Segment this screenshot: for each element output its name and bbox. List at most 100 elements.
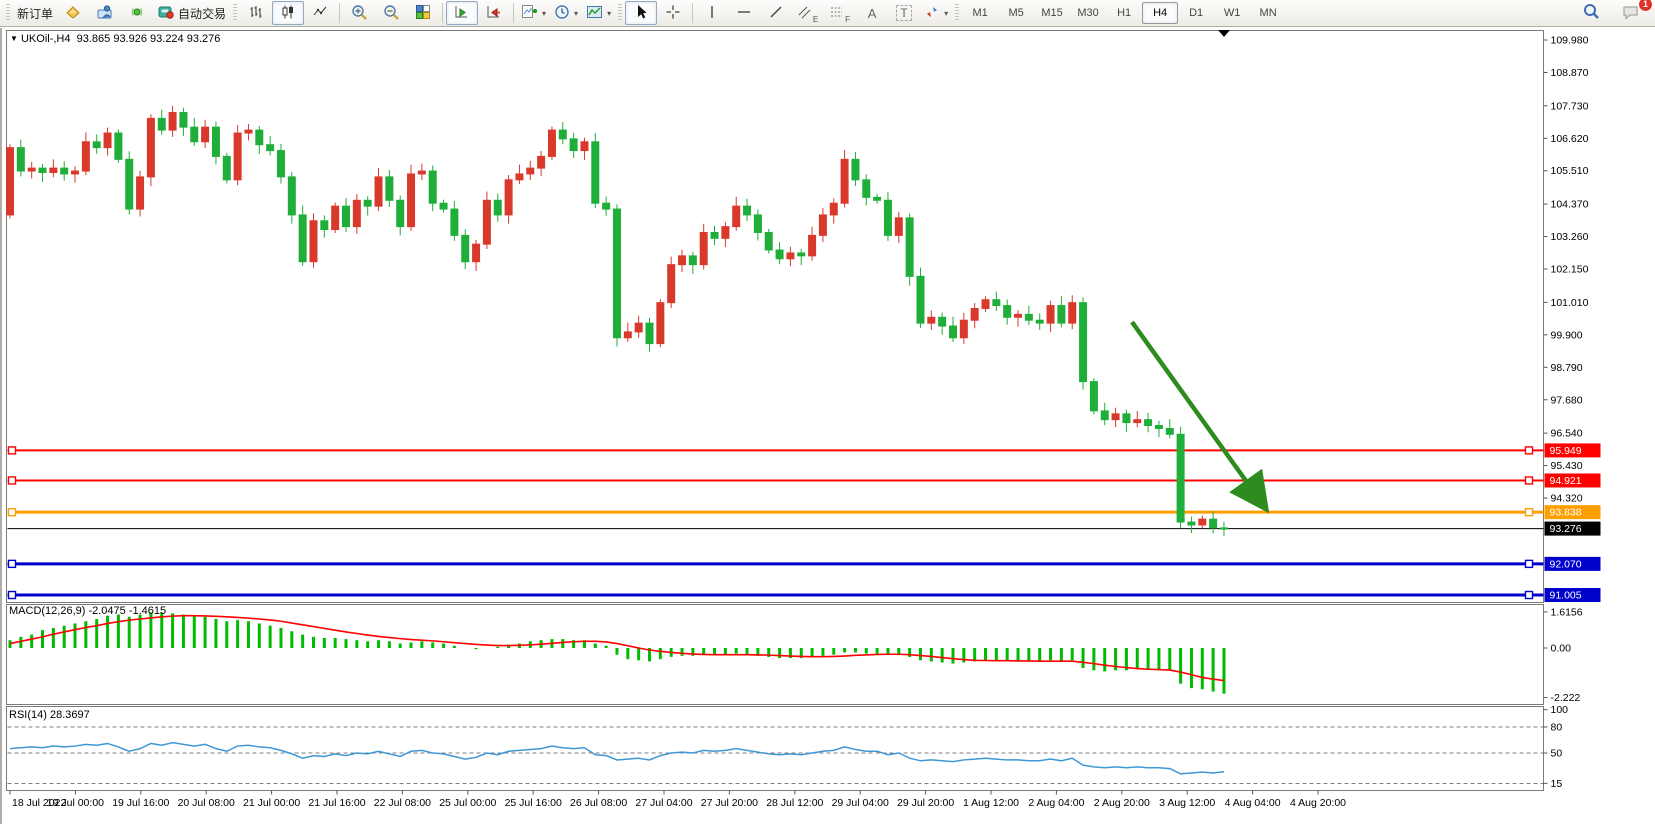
macd-scale-label: 1.6156	[1551, 606, 1583, 618]
text-tool-icon: A	[867, 5, 877, 21]
chart-shift-button[interactable]	[478, 1, 510, 25]
hline-handle[interactable]	[7, 507, 17, 517]
signals-icon	[128, 4, 146, 23]
zoom-in-button[interactable]	[343, 1, 375, 25]
time-axis-label: 19 Jul 00:00	[47, 797, 104, 809]
hline-handle[interactable]	[7, 590, 17, 600]
timeframe-w1-button[interactable]: W1	[1223, 7, 1241, 19]
chart-area[interactable]: 109.980 108.870 107.730 106.620 105.510 104.3…	[0, 28, 1655, 824]
timeframe-mn-button[interactable]: MN	[1259, 7, 1277, 19]
hline-handle[interactable]	[1524, 446, 1534, 455]
arrows-tool-button[interactable]: ▾	[920, 1, 952, 25]
candle-body	[591, 141, 600, 204]
hline-handle[interactable]	[1524, 559, 1534, 569]
timeframe-h1-button[interactable]: H1	[1117, 7, 1132, 19]
search-button[interactable]	[1575, 1, 1607, 25]
metaeditor-button[interactable]	[89, 1, 121, 25]
candle-body	[157, 117, 166, 131]
hline-handle[interactable]	[1524, 590, 1534, 600]
autotrade-button[interactable]: 自动交易	[153, 1, 230, 25]
toolbar-drag-handle[interactable]	[618, 4, 623, 22]
line-chart-button[interactable]	[304, 1, 336, 25]
candle-body	[840, 158, 849, 204]
hline-handle[interactable]	[1524, 507, 1534, 517]
candle-body	[1187, 521, 1196, 526]
candle-body	[547, 129, 556, 157]
timeframe-m30-button[interactable]: M30	[1077, 7, 1099, 19]
time-axis-label: 22 Jul 08:00	[374, 797, 431, 809]
hline-handle[interactable]	[7, 559, 17, 569]
cursor-button[interactable]	[625, 1, 658, 25]
time-axis-label: 28 Jul 12:00	[766, 797, 823, 809]
trend-arrow-annotation[interactable]	[1130, 320, 1270, 514]
candle-body	[634, 322, 643, 333]
timeframe-m1-button[interactable]: M1	[972, 7, 988, 19]
timeframe-d1-button[interactable]: D1	[1189, 7, 1204, 19]
trendline-tool-button[interactable]	[760, 1, 792, 25]
candle-body	[1024, 313, 1033, 321]
candle-body	[1176, 433, 1185, 523]
candle-body	[1165, 427, 1174, 435]
text-tool-button[interactable]: A	[856, 1, 888, 25]
price-axis-label: 103.260	[1551, 231, 1589, 243]
clock-icon	[554, 4, 570, 23]
candle-body	[938, 316, 947, 327]
horizontal-line-tool-button[interactable]	[728, 1, 760, 25]
candle-body	[515, 173, 524, 181]
toolbar-drag-handle[interactable]	[6, 4, 10, 22]
price-axis-label: 98.790	[1551, 362, 1583, 374]
toolbar-drag-handle[interactable]	[233, 4, 238, 22]
hline-handle[interactable]	[7, 476, 17, 485]
bar-chart-button[interactable]	[240, 1, 272, 25]
indicators-button[interactable]: ▾	[517, 1, 550, 25]
price-axis-label: 107.730	[1551, 100, 1589, 112]
signals-button[interactable]	[121, 1, 153, 25]
crosshair-button[interactable]	[657, 1, 689, 25]
candle-body	[829, 202, 838, 216]
candle-body	[1014, 313, 1023, 318]
candle-body	[1122, 413, 1131, 424]
candle-body	[992, 299, 1001, 307]
candle-body	[374, 176, 383, 207]
vertical-line-tool-button[interactable]	[696, 1, 728, 25]
candle-body	[721, 226, 730, 239]
timeframe-h4-button[interactable]: H4	[1142, 2, 1179, 24]
candle-body	[287, 176, 296, 216]
auto-scroll-button[interactable]	[446, 1, 479, 25]
hline-handle[interactable]	[1524, 476, 1534, 485]
candle-body	[276, 150, 285, 178]
price-chart-svg[interactable]: 109.980 108.870 107.730 106.620 105.510 104.3…	[2, 28, 1655, 824]
candle-body	[1046, 305, 1055, 324]
candle-body	[482, 199, 491, 245]
zoom-out-button[interactable]	[375, 1, 407, 25]
periods-button[interactable]: ▾	[550, 1, 582, 25]
trendline-icon	[768, 4, 784, 23]
candle-body	[959, 319, 968, 339]
tile-windows-button[interactable]	[407, 1, 439, 25]
hline-handle[interactable]	[7, 446, 17, 455]
notifications-button[interactable]: 1	[1615, 0, 1653, 25]
timeframe-m15-button[interactable]: M15	[1041, 7, 1063, 19]
chart-shift-icon	[486, 4, 502, 23]
candle-body	[504, 179, 513, 216]
text-label-tool-button[interactable]: T	[888, 1, 920, 25]
equidistant-channel-tool-button[interactable]: E	[792, 1, 824, 25]
toolbar-drag-handle[interactable]	[955, 4, 960, 22]
templates-button[interactable]: ▾	[582, 1, 615, 25]
new-order-button[interactable]: 新订单	[13, 1, 57, 25]
candle-body	[1068, 302, 1077, 324]
candle-body	[1111, 413, 1120, 421]
candle-body	[1154, 425, 1163, 429]
candle-body	[612, 208, 621, 339]
candle-body	[1219, 527, 1228, 530]
candle-body	[775, 249, 784, 260]
price-tag-92.070: 92.070	[1550, 558, 1582, 570]
candle-body	[244, 129, 253, 134]
candlestick-chart-button[interactable]	[272, 1, 305, 25]
chart-profile-button[interactable]	[57, 1, 89, 25]
auto-scroll-icon	[454, 4, 470, 23]
timeframe-m5-button[interactable]: M5	[1008, 7, 1024, 19]
time-axis-label: 21 Jul 16:00	[308, 797, 365, 809]
candle-body	[168, 112, 177, 131]
fibonacci-tool-button[interactable]: F	[824, 1, 856, 25]
